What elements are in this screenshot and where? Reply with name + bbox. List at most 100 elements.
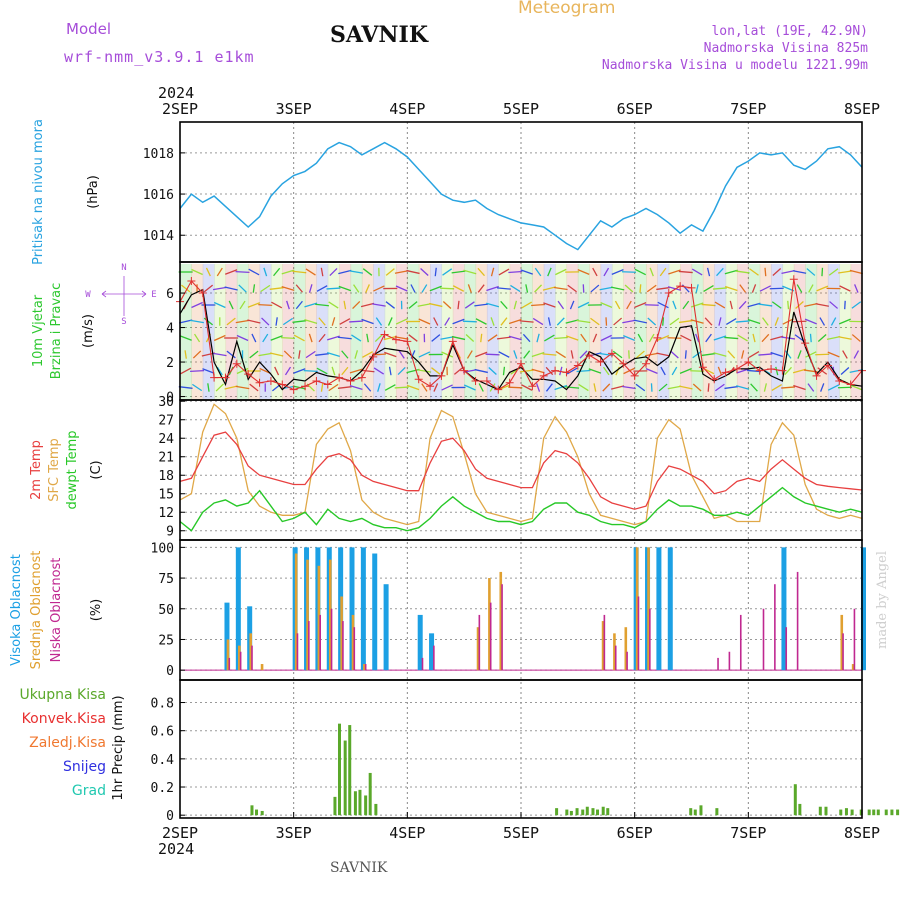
wind-direction-band <box>452 264 465 399</box>
y-tick-label: 6 <box>166 287 174 302</box>
wind-arrow <box>672 300 677 310</box>
wind-arrow <box>385 268 395 276</box>
wind-arrow <box>667 385 682 390</box>
wind-gust-marker <box>767 364 776 373</box>
wind-gust-marker <box>539 371 548 380</box>
wind-arrow <box>431 367 441 375</box>
wind-direction-band <box>259 264 272 399</box>
compass-n: N <box>121 263 126 273</box>
wind-arrow <box>235 385 250 390</box>
cloud-low-bar <box>774 584 776 671</box>
wind-direction-band <box>623 264 636 399</box>
wind-arrow <box>292 320 307 323</box>
wind-arrow <box>737 334 748 342</box>
cloud-mid-bar <box>635 547 639 671</box>
cloud-low-bar <box>251 645 253 671</box>
wind-direction-band <box>327 264 340 399</box>
wind-arrow <box>678 270 693 274</box>
wind-direction-band <box>611 264 624 399</box>
wind-direction-band <box>680 264 693 399</box>
wind-arrow <box>315 353 330 356</box>
wind-arrow <box>565 335 579 341</box>
pressure-series-line <box>179 141 863 251</box>
wind-arrow <box>498 268 510 276</box>
cloud-low-bar <box>728 651 731 671</box>
cloud-high-bar <box>383 584 389 671</box>
wind-direction-band <box>475 264 488 399</box>
wind-gust-marker <box>391 335 400 344</box>
precip-bar <box>255 809 259 816</box>
wind-arrow <box>735 320 750 323</box>
wind-arrow <box>534 284 543 293</box>
wind-arrow <box>774 317 779 326</box>
cloud-mid-bar <box>613 633 616 671</box>
precip-bar <box>353 791 357 816</box>
wind-arrow <box>249 350 259 359</box>
wind-arrow <box>406 368 420 374</box>
precip-bar <box>565 809 569 816</box>
wind-arrow <box>462 320 477 323</box>
wind-arrow <box>772 268 782 276</box>
wind-arrow <box>474 368 488 374</box>
wind-direction-band <box>555 264 568 399</box>
wind-arrow <box>590 284 600 293</box>
wind-arrow <box>318 333 326 343</box>
wind-arrow <box>216 267 223 277</box>
cloud-low-bar <box>228 657 231 671</box>
cloud-mid-bar <box>306 559 309 671</box>
wind-arrow <box>553 336 568 340</box>
cloud-mid-bar <box>647 547 650 671</box>
cloud-low-bar <box>796 571 799 671</box>
wind-arrow <box>349 368 363 374</box>
cloud-low-bar <box>296 633 299 671</box>
wind-gust-marker <box>448 337 457 346</box>
wind-arrow <box>298 350 301 359</box>
wind-arrow <box>577 268 590 276</box>
wind-arrow <box>569 300 575 310</box>
wind-arrow <box>513 350 518 359</box>
wind-arrow <box>417 369 432 373</box>
wind-arrow <box>315 303 330 307</box>
wind-arrow <box>633 319 648 324</box>
temp-dewpt-label: dewpt Temp <box>65 430 80 509</box>
wind-arrow <box>477 284 485 293</box>
wind-arrow <box>705 333 712 343</box>
x-day-label-top: 2SEP <box>162 100 198 118</box>
wind-gust-marker <box>323 380 332 389</box>
wind-arrow <box>261 317 270 326</box>
coordinates-text: lon,lat (19E, 42.9N) <box>711 24 868 39</box>
wind-arrow <box>671 366 678 376</box>
wind-arrow <box>406 269 420 275</box>
wind-gust-marker <box>823 361 832 370</box>
wind-gust-marker <box>698 363 707 372</box>
wind-arrow <box>521 301 533 309</box>
wind-arrow <box>792 368 807 374</box>
wind-arrow <box>815 303 829 307</box>
wind-arrow <box>639 284 642 293</box>
wind-gust-marker <box>187 276 196 285</box>
wind-arrow <box>612 350 623 359</box>
wind-arrow <box>657 301 669 309</box>
wind-direction-band <box>430 264 443 399</box>
model-label: Model <box>66 20 112 38</box>
wind-arrow <box>238 284 247 293</box>
wind-gust-marker <box>414 375 423 384</box>
temp-2m-label: 2m Temp <box>29 440 44 500</box>
wind-arrow <box>490 317 495 326</box>
wind-arrow <box>695 333 700 343</box>
wind-arrow <box>418 318 431 325</box>
wind-arrow <box>275 317 278 326</box>
wind-gust-marker <box>221 373 230 382</box>
wind-arrow <box>622 385 636 390</box>
wind-gust-marker <box>335 373 344 382</box>
wind-direction-band <box>543 264 556 399</box>
wind-arrow <box>706 267 711 277</box>
wind-arrow <box>565 319 579 324</box>
wind-arrow <box>851 334 861 342</box>
cloud-mid-bar <box>328 559 332 671</box>
wind-arrow <box>284 366 292 376</box>
wind-arrow <box>224 269 238 275</box>
x-day-label-top: 7SEP <box>730 100 766 118</box>
wind-arrow <box>354 350 359 359</box>
wind-arrow <box>718 317 722 326</box>
